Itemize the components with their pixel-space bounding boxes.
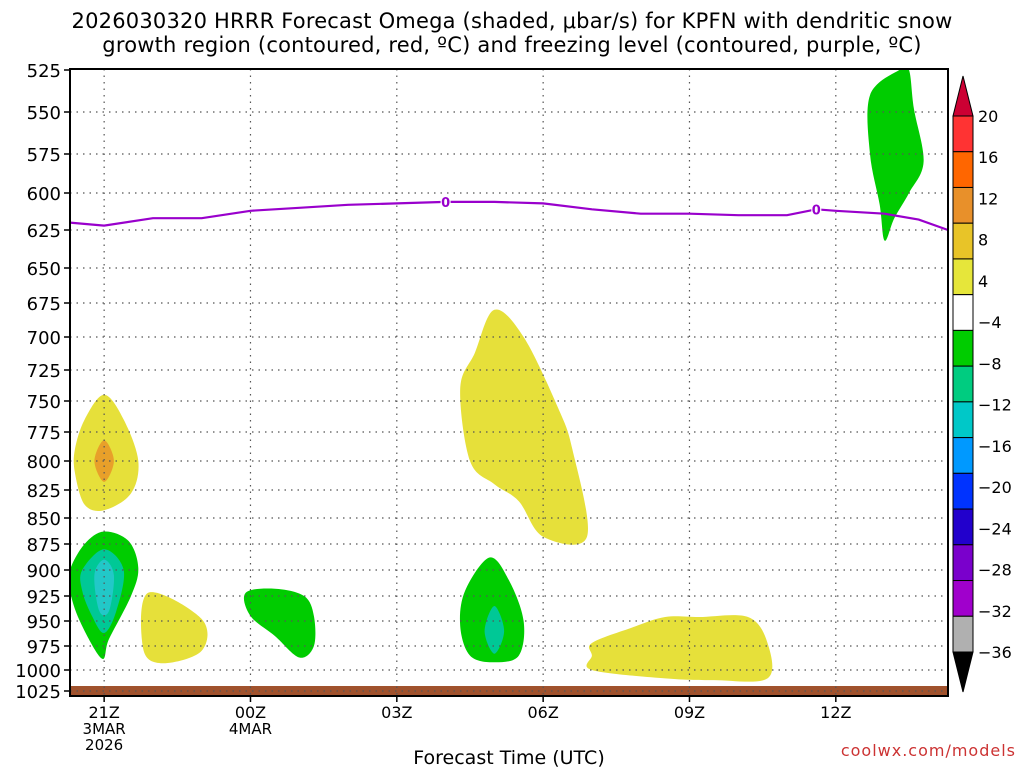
y-tick-label: 575 — [27, 145, 61, 166]
y-tick-label: 950 — [27, 612, 61, 633]
colorbar-label: 4 — [978, 272, 988, 291]
colorbar-band — [952, 544, 974, 582]
freezing-level-label: 0 — [441, 196, 450, 211]
colorbar-label: 16 — [978, 148, 998, 167]
y-tick-label: 825 — [27, 481, 61, 502]
colorbar-band — [952, 580, 974, 617]
y-tick-label: 1025 — [15, 682, 61, 703]
colorbar-label: −16 — [978, 437, 1012, 456]
plot-frame — [69, 68, 949, 697]
colorbar-label: −36 — [978, 643, 1012, 662]
colorbar-band — [952, 365, 974, 403]
x-tick-label: 4MAR — [229, 720, 272, 738]
y-tick-label: 600 — [27, 184, 61, 205]
colorbar-band — [952, 329, 974, 367]
freezing-level-line — [69, 200, 949, 232]
colorbar-label: 12 — [978, 189, 998, 208]
x-axis-title: Forecast Time (UTC) — [413, 747, 604, 768]
y-axis: 525 550 575 600 625 650 675 700 725 750 775 800 825 8… — [15, 61, 70, 703]
omega-region-11 — [586, 615, 773, 682]
colorbar-band — [952, 437, 974, 474]
x-tick-label: 00Z — [235, 703, 266, 722]
x-tick-label: 2026 — [85, 736, 123, 754]
colorbar-label: −4 — [978, 313, 1002, 332]
colorbar-label: 8 — [978, 231, 988, 250]
colorbar-label: −8 — [978, 354, 1002, 373]
omega-region-7 — [243, 588, 316, 658]
colorbar-top-arrow — [952, 75, 974, 117]
y-tick-label: 1000 — [15, 661, 61, 682]
credit-text[interactable]: coolwx.com/models — [840, 741, 1016, 760]
colorbar-band — [952, 401, 974, 439]
omega-region-8 — [460, 309, 588, 545]
chart-title-line-2: growth region (contoured, red, ºC) and f… — [102, 33, 922, 57]
colorbar-band — [952, 186, 974, 224]
colorbar-band — [952, 508, 974, 546]
colorbar-label: −12 — [978, 396, 1012, 415]
y-tick-label: 625 — [27, 221, 61, 242]
y-tick-label: 800 — [27, 452, 61, 473]
y-tick-label: 675 — [27, 294, 61, 315]
y-tick-label: 525 — [27, 61, 61, 82]
colorbar-label: −20 — [978, 478, 1012, 497]
colorbar-bottom-arrow — [952, 651, 974, 693]
colorbar: 20 16 12 8 4 −4 −8 −12 −16 −20 −24 −28 −32 −36 — [952, 75, 1012, 693]
y-tick-label: 650 — [27, 259, 61, 280]
y-tick-label: 775 — [27, 423, 61, 444]
y-tick-label: 875 — [27, 535, 61, 556]
y-tick-label: 900 — [27, 561, 61, 582]
colorbar-band — [952, 615, 974, 653]
omega-region-2 — [94, 440, 114, 482]
x-tick-label: 03Z — [381, 703, 412, 722]
omega-region-6 — [94, 559, 115, 616]
colorbar-band — [952, 151, 974, 188]
y-tick-label: 850 — [27, 509, 61, 530]
colorbar-band — [952, 472, 974, 510]
x-tick-label: 09Z — [674, 703, 705, 722]
colorbar-label: −28 — [978, 561, 1012, 580]
colorbar-band — [952, 115, 974, 153]
grid-lines — [70, 69, 948, 696]
colorbar-band — [952, 222, 974, 260]
freezing-label-bg — [440, 193, 451, 209]
colorbar-label: −24 — [978, 519, 1012, 538]
x-tick-label: 06Z — [527, 703, 558, 722]
y-tick-label: 975 — [27, 637, 61, 658]
y-tick-label: 550 — [27, 103, 61, 124]
freezing-label-bg — [811, 201, 822, 217]
x-tick-label: 21Z — [88, 703, 119, 722]
colorbar-label: −32 — [978, 602, 1012, 621]
y-tick-label: 700 — [27, 328, 61, 349]
surface-terrain — [70, 686, 948, 696]
y-tick-label: 725 — [27, 361, 61, 382]
omega-shaded-regions — [70, 69, 924, 682]
colorbar-band — [952, 258, 974, 296]
x-tick-label: 3MAR — [83, 720, 126, 738]
colorbar-label: 20 — [978, 107, 998, 126]
y-tick-label: 925 — [27, 587, 61, 608]
omega-region-3 — [140, 592, 208, 664]
y-tick-label: 750 — [27, 392, 61, 413]
freezing-level-label: 0 — [812, 203, 821, 218]
x-tick-label: 12Z — [820, 703, 851, 722]
omega-region-10 — [484, 606, 505, 654]
colorbar-band — [952, 294, 974, 331]
chart-title-line-1: 2026030320 HRRR Forecast Omega (shaded, … — [71, 9, 953, 33]
